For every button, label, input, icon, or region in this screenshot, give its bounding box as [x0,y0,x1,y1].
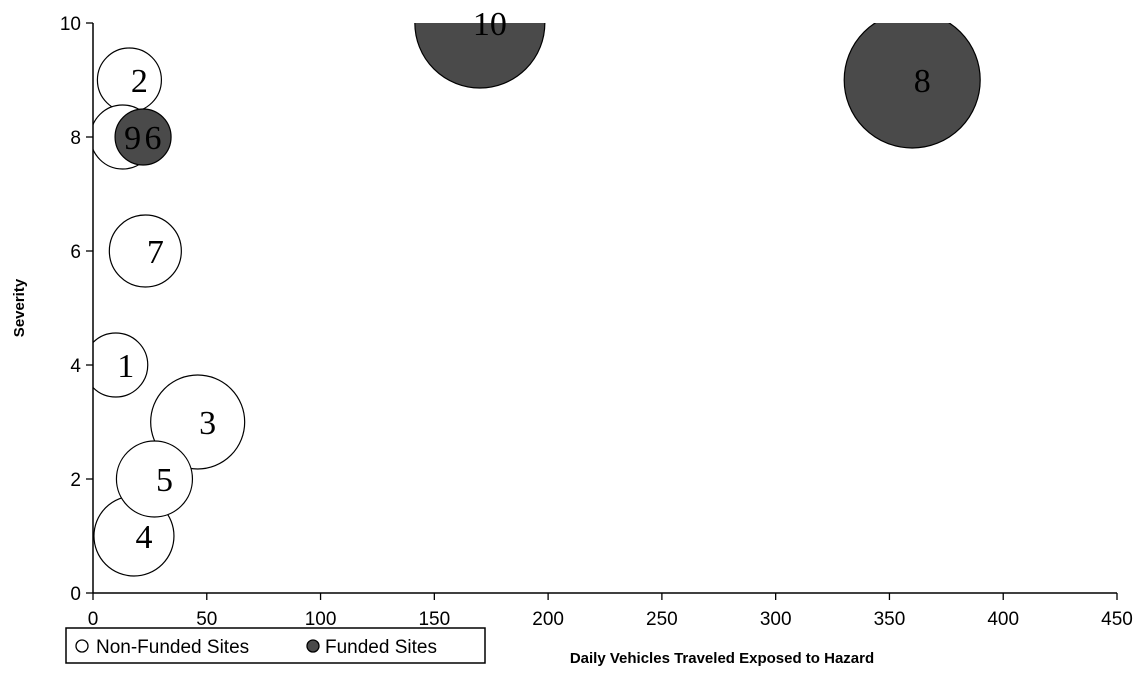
bubble-non-funded [93,332,149,398]
y-tick-label: 6 [70,242,81,263]
y-tick-label: 8 [70,128,81,149]
x-axis-title: Daily Vehicles Traveled Exposed to Hazar… [570,650,874,667]
bubbles-layer [93,23,981,577]
bubble-label: 2 [131,63,148,100]
x-axis-ticks: 0 50 100 150 200 250 300 350 400 450 [88,593,1133,630]
bubble-label: 9 [124,120,141,157]
legend-marker-funded [306,639,320,653]
legend: Non-Funded Sites Funded Sites [65,627,486,664]
bubble-label: 1 [117,348,134,385]
bubble-label: 3 [199,405,216,442]
x-tick-label: 300 [760,609,792,630]
bubble-non-funded [150,374,246,470]
x-tick-label: 200 [532,609,564,630]
bubble-non-funded [96,47,163,113]
legend-label-non-funded: Non-Funded Sites [96,637,249,658]
x-tick-label: 250 [646,609,678,630]
bubble-labels-layer: 1 2 3 45 7 9 6 8 10 [117,6,930,556]
x-tick-label: 350 [874,609,906,630]
bubble-non-funded [108,214,182,288]
legend-marker-non-funded [75,639,89,653]
bubble-label: 8 [914,63,931,100]
x-tick-label: 50 [196,609,217,630]
y-axis-ticks: 0 2 4 6 8 10 [60,14,93,605]
y-tick-label: 2 [70,470,81,491]
bubble-non-funded [115,440,194,518]
legend-box [65,627,486,664]
bubble-funded [843,23,981,149]
y-tick-label: 10 [60,14,81,35]
bubble-label: 6 [145,120,162,157]
legend-label-funded: Funded Sites [325,637,437,658]
bubble-funded [114,108,172,166]
x-tick-label: 150 [418,609,450,630]
y-tick-label: 0 [70,584,81,605]
bubble-label: 7 [147,234,164,271]
x-tick-label: 0 [88,609,99,630]
bubble-funded [414,23,546,89]
y-axis-title: Severity [11,278,28,337]
bubble-label: 4 [135,519,152,556]
x-tick-label: 450 [1101,609,1133,630]
bubble-label: 5 [156,462,173,499]
y-tick-label: 4 [70,356,81,377]
x-tick-label: 100 [305,609,337,630]
x-tick-label: 400 [987,609,1019,630]
bubble-label: 10 [473,6,507,43]
